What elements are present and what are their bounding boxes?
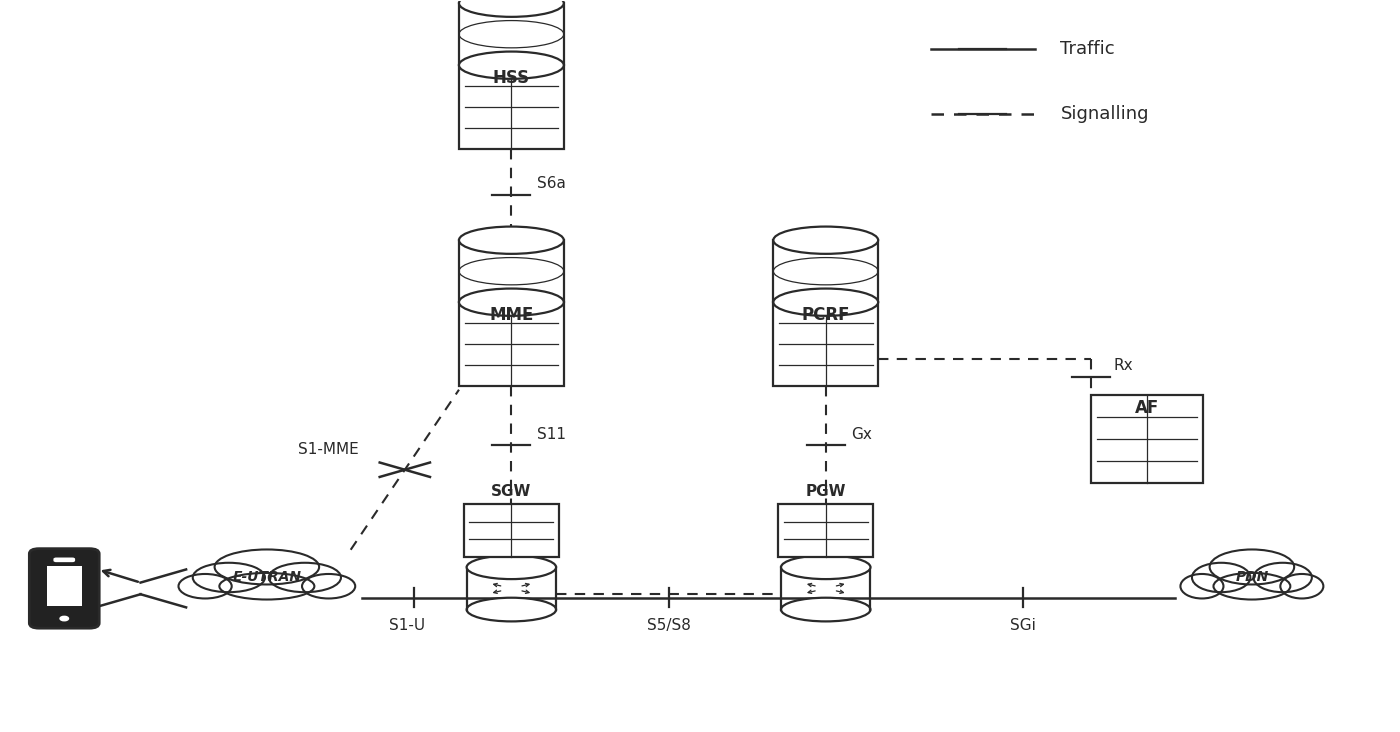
Ellipse shape	[214, 550, 319, 584]
FancyBboxPatch shape	[773, 302, 878, 386]
Ellipse shape	[459, 288, 564, 315]
Ellipse shape	[1180, 574, 1224, 599]
Text: PGW: PGW	[805, 484, 846, 498]
Text: PDN: PDN	[1235, 570, 1268, 584]
Ellipse shape	[1281, 574, 1323, 599]
Ellipse shape	[781, 556, 871, 579]
Ellipse shape	[179, 574, 232, 599]
Text: AF: AF	[1135, 399, 1159, 417]
Ellipse shape	[459, 0, 564, 17]
Ellipse shape	[302, 574, 356, 599]
Ellipse shape	[1191, 563, 1250, 592]
Ellipse shape	[459, 227, 564, 254]
FancyBboxPatch shape	[463, 504, 559, 557]
Ellipse shape	[220, 573, 315, 600]
Text: E-UTRAN: E-UTRAN	[232, 570, 301, 584]
Ellipse shape	[1210, 550, 1294, 584]
Text: HSS: HSS	[493, 69, 531, 87]
FancyBboxPatch shape	[46, 566, 81, 606]
FancyBboxPatch shape	[53, 558, 76, 562]
FancyBboxPatch shape	[778, 504, 874, 557]
Ellipse shape	[459, 51, 564, 79]
Text: SGW: SGW	[491, 484, 532, 498]
FancyBboxPatch shape	[1091, 395, 1203, 482]
FancyBboxPatch shape	[29, 549, 99, 628]
Text: PCRF: PCRF	[801, 306, 850, 324]
Text: Signalling: Signalling	[1060, 105, 1149, 124]
Ellipse shape	[773, 227, 878, 254]
Ellipse shape	[466, 598, 556, 621]
FancyBboxPatch shape	[459, 65, 564, 149]
Text: MME: MME	[489, 306, 533, 324]
FancyBboxPatch shape	[459, 302, 564, 386]
Text: S6a: S6a	[536, 176, 566, 191]
Ellipse shape	[269, 563, 342, 592]
Text: S5/S8: S5/S8	[647, 619, 690, 633]
Ellipse shape	[773, 288, 878, 315]
Text: Gx: Gx	[851, 427, 872, 441]
Text: Traffic: Traffic	[1060, 40, 1116, 58]
Text: SGi: SGi	[1009, 619, 1036, 633]
Text: S1-U: S1-U	[389, 619, 426, 633]
Ellipse shape	[466, 556, 556, 579]
Circle shape	[60, 616, 69, 621]
Text: S1-MME: S1-MME	[298, 442, 358, 457]
Ellipse shape	[1253, 563, 1312, 592]
Text: Rx: Rx	[1113, 358, 1133, 373]
Ellipse shape	[781, 598, 871, 621]
Text: S11: S11	[536, 427, 566, 441]
Ellipse shape	[193, 563, 265, 592]
Ellipse shape	[1214, 573, 1291, 600]
